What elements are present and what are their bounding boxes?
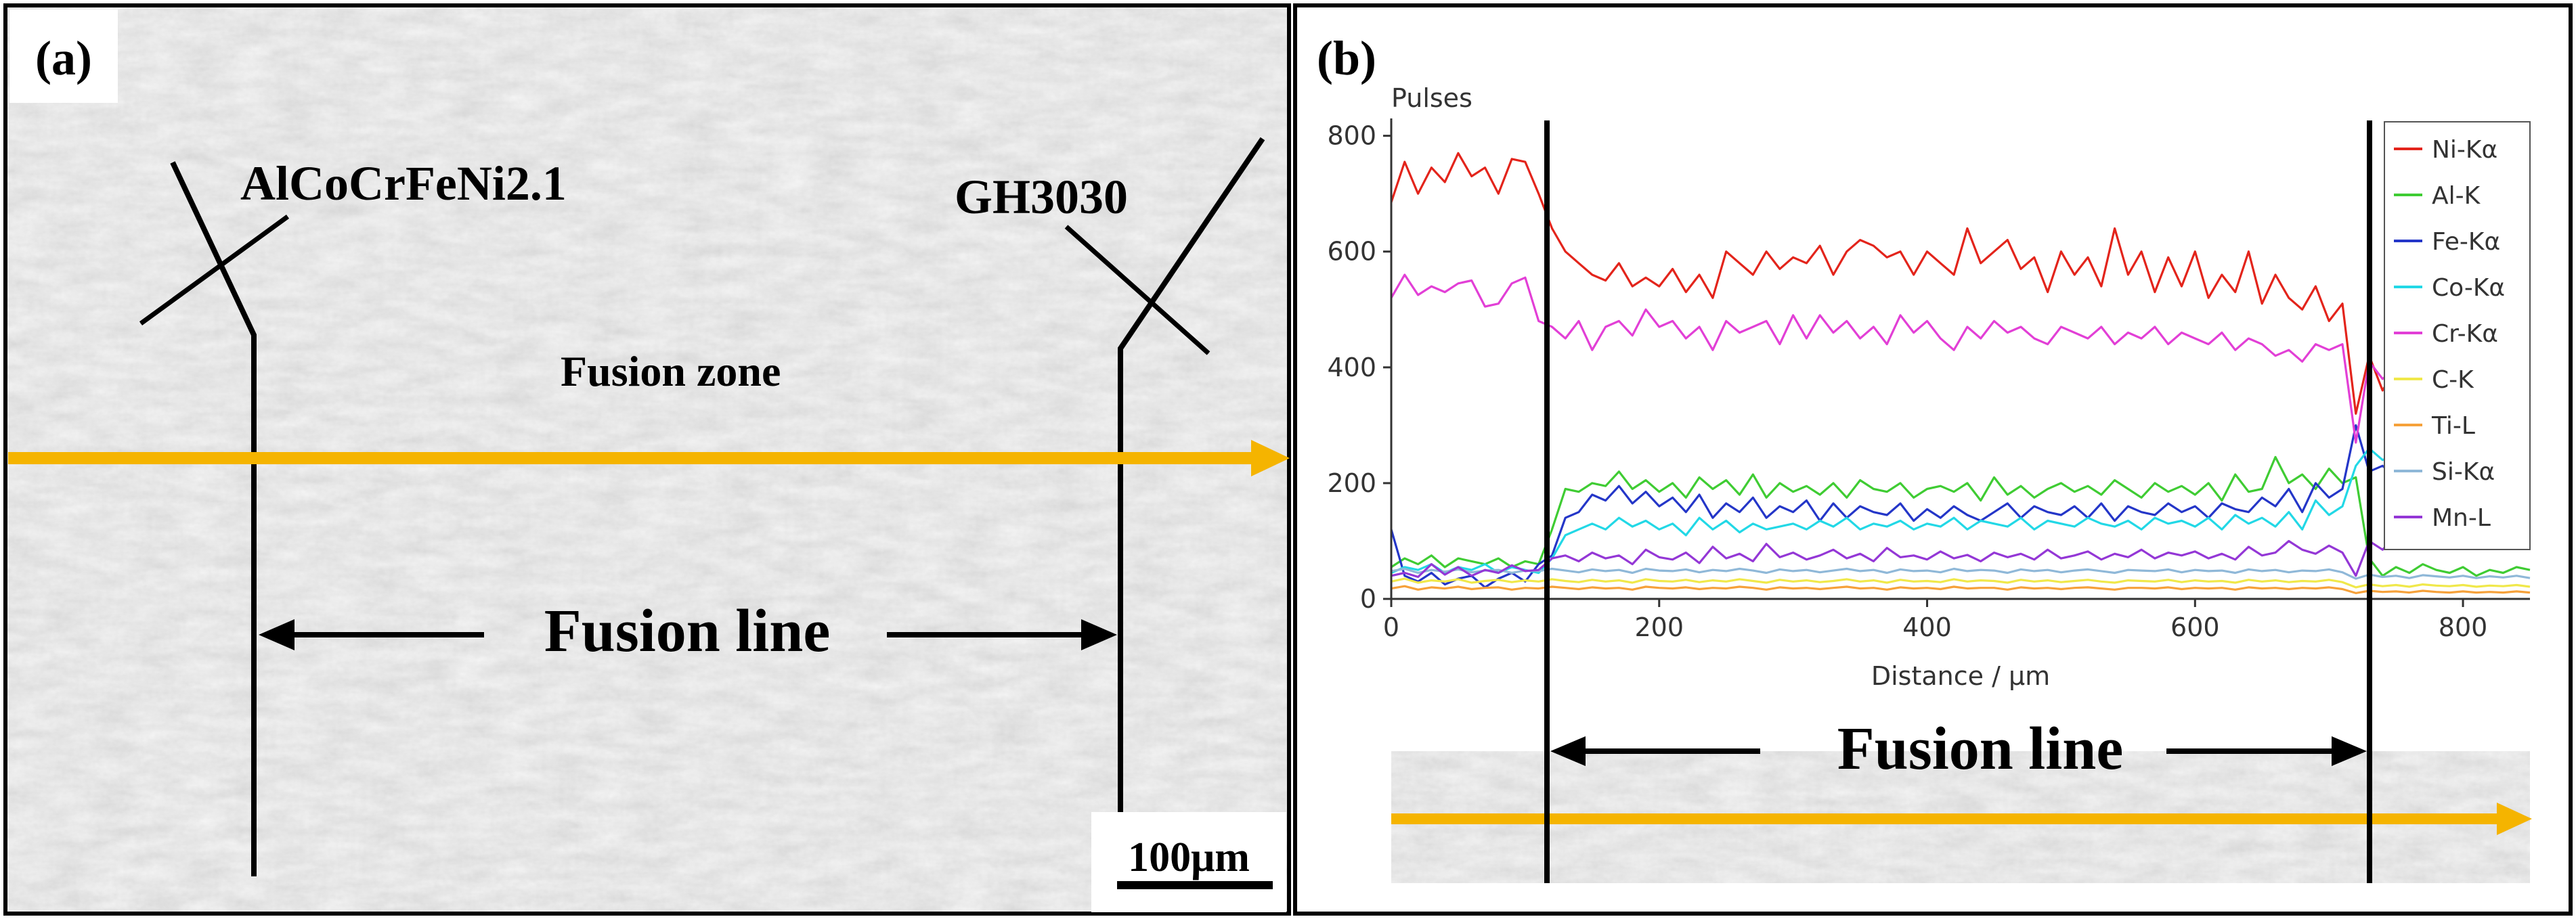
panel-b-fusion-line-label: Fusion line [1837, 715, 2124, 782]
panel-b-label: (b) [1317, 31, 1376, 85]
panel-b-fusion-line-arrow-left [1550, 736, 1760, 766]
panel-a-border [3, 3, 1291, 916]
legend-entry-label: Ni-Kα [2432, 136, 2497, 164]
y-tick-label: 600 [1327, 237, 1376, 267]
legend-box [2384, 121, 2531, 550]
scale-bar-label: 100μm [1128, 834, 1250, 880]
panel-a-fusion-line-arrow-right [887, 619, 1117, 650]
panel-a-fusion-line-arrow-left [259, 619, 484, 650]
panel-a-scan-arrow [8, 440, 1290, 476]
fusion-zone-label: Fusion zone [561, 347, 781, 395]
y-tick-label: 400 [1327, 353, 1376, 382]
eds-line-scan-chart: 0 200 400 600 800 0 200 400 600 800 Pulses Distan… [1327, 83, 2531, 691]
series-line-cr-k- [1390, 273, 2531, 444]
x-tick-label: 0 [1383, 612, 1399, 642]
series-line-mn-l [1391, 534, 2531, 579]
series-line-si-k- [1391, 567, 2531, 580]
other-alloy-label: GH3030 [955, 170, 1128, 224]
series-line-c-k [1391, 577, 2531, 589]
y-tick-label: 0 [1360, 584, 1376, 614]
panel-b-scan-arrow [1391, 803, 2532, 835]
panel-a-label-bg [9, 9, 118, 103]
other-alloy-pointer-arrow [1064, 225, 1210, 355]
base-alloy-label: AlCoCrFeNi2.1 [240, 156, 567, 210]
legend-entry-label: Ti-L [2431, 412, 2475, 440]
legend-entry-label: Fe-Kα [2432, 228, 2500, 256]
y-tick-label: 200 [1327, 468, 1376, 498]
panel-a-label: (a) [35, 31, 92, 85]
legend-entry-label: C-K [2432, 366, 2474, 394]
right-fusion-boundary [1118, 137, 1265, 876]
panel-a: (a) AlCoCrFeNi2.1 GH3030 Fusion zone Fus… [3, 3, 1291, 916]
series-line-co-k- [1391, 447, 2531, 575]
axis-layer: 0 200 400 600 800 0 200 400 600 800 [1327, 118, 2530, 642]
x-tick-label: 200 [1634, 612, 1684, 642]
series-line-ni-k- [1390, 152, 2531, 415]
legend-entry-label: Cr-Kα [2432, 320, 2498, 348]
left-fusion-boundary [170, 161, 257, 876]
x-tick-label: 800 [2439, 612, 2488, 642]
panel-b: (b) 0 200 400 600 800 0 200 400 600 800 Pulses Di… [1293, 3, 2573, 916]
base-alloy-pointer-arrow [139, 215, 290, 326]
plot-area [1391, 118, 2530, 599]
legend-entry-label: Co-Kα [2432, 274, 2505, 302]
panel-b-fusion-line-arrow-right [2166, 736, 2367, 766]
panel-a-fusion-line-label: Fusion line [544, 598, 831, 665]
panel-b-border [1293, 3, 2573, 916]
legend-entry-label: Si-Kα [2432, 458, 2495, 486]
x-axis-label: Distance / μm [1871, 661, 2050, 691]
legend-entry-label: Al-K [2432, 182, 2481, 210]
series-line-fe-k- [1390, 424, 2531, 589]
legend-entry-label: Mn-L [2432, 504, 2491, 532]
series-layer [1390, 152, 2531, 595]
y-tick-label: 800 [1327, 121, 1376, 151]
scale-bar-bg [1091, 812, 1286, 912]
series-line-ti-l [1391, 585, 2531, 595]
chart-legend: Ni-Kα Al-K Fe-Kα Co-Kα Cr-Kα C-K Ti-L Si-Kα Mn-L [2384, 121, 2531, 550]
x-tick-label: 400 [1902, 612, 1952, 642]
series-line-al-k [1391, 455, 2531, 577]
x-tick-label: 600 [2170, 612, 2220, 642]
y-axis-label: Pulses [1391, 83, 1472, 113]
